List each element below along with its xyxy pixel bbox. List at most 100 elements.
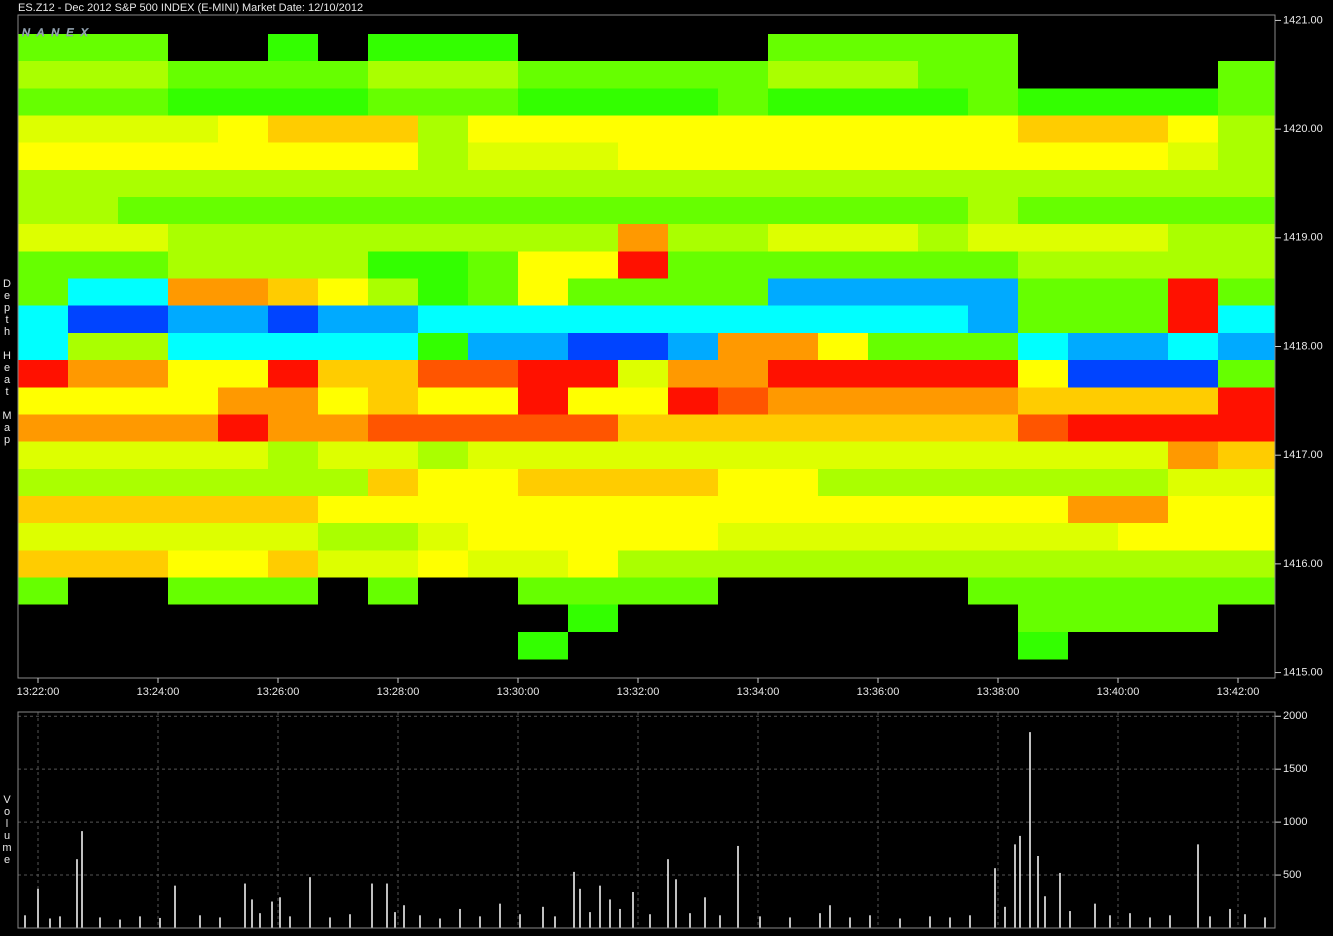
heat-cell bbox=[518, 251, 569, 280]
heat-cell bbox=[918, 441, 969, 470]
heat-cell bbox=[468, 468, 519, 497]
heat-cell bbox=[218, 169, 269, 198]
volume-bar bbox=[24, 915, 26, 928]
x-tick-label: 13:36:00 bbox=[857, 686, 900, 698]
heat-cell bbox=[218, 115, 269, 144]
heat-cell bbox=[118, 495, 169, 524]
heat-cell bbox=[1068, 387, 1119, 415]
heat-cell bbox=[468, 115, 519, 144]
volume-bar bbox=[632, 892, 634, 928]
heat-cell bbox=[168, 332, 219, 361]
heat-cell bbox=[168, 224, 219, 252]
heat-cell bbox=[618, 224, 669, 252]
heat-cell bbox=[368, 278, 419, 307]
x-tick-label: 13:32:00 bbox=[617, 686, 660, 698]
heat-cell bbox=[1168, 224, 1219, 252]
heat-cell bbox=[968, 604, 1019, 633]
heat-cell bbox=[818, 332, 869, 361]
heat-cell bbox=[318, 414, 369, 443]
heat-cell bbox=[568, 34, 619, 62]
heat-cell bbox=[568, 332, 619, 361]
heat-cell bbox=[818, 305, 869, 334]
volume-bar bbox=[1014, 844, 1016, 928]
heat-cell bbox=[818, 631, 869, 660]
heat-cell bbox=[568, 197, 619, 225]
heat-cell bbox=[918, 115, 969, 144]
heat-cell bbox=[118, 305, 169, 334]
heat-cell bbox=[1068, 169, 1119, 198]
heat-cell bbox=[118, 631, 169, 660]
heat-cell bbox=[768, 197, 819, 225]
heat-cell bbox=[1068, 604, 1119, 633]
heat-cell bbox=[218, 604, 269, 633]
heat-cell bbox=[918, 387, 969, 415]
heat-cell bbox=[218, 550, 269, 578]
heat-cell bbox=[818, 142, 869, 171]
heat-cell bbox=[268, 414, 319, 443]
heat-cell bbox=[1218, 577, 1276, 606]
heat-cell bbox=[1168, 550, 1219, 578]
heat-cell bbox=[68, 468, 119, 497]
volume-bar bbox=[1244, 914, 1246, 928]
heat-cell bbox=[618, 631, 669, 660]
heat-cell bbox=[518, 88, 569, 117]
heat-cell bbox=[568, 278, 619, 307]
heat-cell bbox=[118, 88, 169, 117]
heat-cell bbox=[318, 251, 369, 280]
heatmap bbox=[18, 34, 1276, 660]
heat-cell bbox=[1218, 414, 1276, 443]
heat-cell bbox=[868, 34, 919, 62]
heat-cell bbox=[668, 387, 719, 415]
chart-title: ES.Z12 - Dec 2012 S&P 500 INDEX (E-MINI) bbox=[18, 2, 239, 14]
y-tick-label: 1416.00 bbox=[1283, 558, 1323, 570]
heat-cell bbox=[1118, 577, 1169, 606]
heat-cell bbox=[1118, 224, 1169, 252]
heat-cell bbox=[768, 550, 819, 578]
heat-cell bbox=[1218, 550, 1276, 578]
heat-cell bbox=[318, 88, 369, 117]
heat-cell bbox=[968, 88, 1019, 117]
heat-cell bbox=[568, 495, 619, 524]
heat-cell bbox=[268, 251, 319, 280]
heat-cell bbox=[918, 360, 969, 388]
heat-cell bbox=[68, 88, 119, 117]
heat-cell bbox=[818, 495, 869, 524]
heat-cell bbox=[218, 523, 269, 551]
heat-cell bbox=[1118, 88, 1169, 117]
heat-cell bbox=[118, 414, 169, 443]
heat-cell bbox=[968, 631, 1019, 660]
heat-cell bbox=[1068, 142, 1119, 171]
heat-cell bbox=[268, 61, 319, 89]
heat-cell bbox=[468, 305, 519, 334]
heat-cell bbox=[568, 523, 619, 551]
heat-cell bbox=[268, 523, 319, 551]
x-tick-label: 13:40:00 bbox=[1097, 686, 1140, 698]
heat-cell bbox=[818, 88, 869, 117]
heat-cell bbox=[318, 332, 369, 361]
heat-cell bbox=[618, 305, 669, 334]
heat-cell bbox=[968, 169, 1019, 198]
volume-bar bbox=[174, 885, 176, 928]
heat-cell bbox=[718, 88, 769, 117]
heat-cell bbox=[318, 577, 369, 606]
heat-cell bbox=[318, 224, 369, 252]
volume-bar bbox=[479, 916, 481, 928]
heat-cell bbox=[968, 115, 1019, 144]
heat-cell bbox=[818, 577, 869, 606]
heat-cell bbox=[468, 414, 519, 443]
heat-cell bbox=[518, 441, 569, 470]
heat-cell bbox=[1218, 495, 1276, 524]
heat-cell bbox=[1218, 169, 1276, 198]
heat-cell bbox=[1018, 305, 1069, 334]
heat-cell bbox=[168, 468, 219, 497]
heat-cell bbox=[318, 550, 369, 578]
heat-cell bbox=[418, 61, 469, 89]
heat-cell bbox=[118, 197, 169, 225]
heat-cell bbox=[168, 523, 219, 551]
heat-cell bbox=[1068, 332, 1119, 361]
heat-cell bbox=[718, 224, 769, 252]
heat-cell bbox=[1168, 305, 1219, 334]
heat-cell bbox=[168, 251, 219, 280]
volume-bar bbox=[219, 917, 221, 928]
